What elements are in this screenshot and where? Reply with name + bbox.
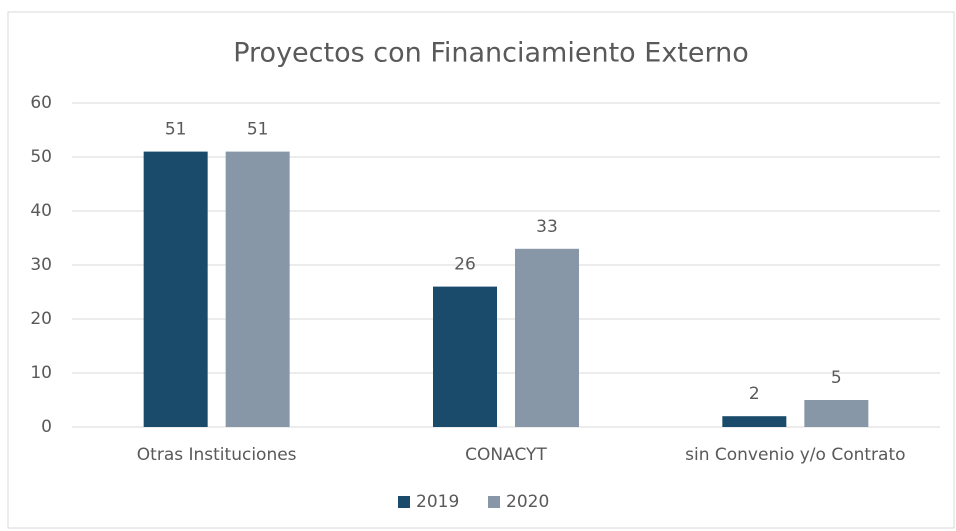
x-tick-label: CONACYT: [465, 445, 547, 465]
bar: [722, 416, 787, 427]
bar: [804, 400, 869, 427]
y-tick-label: 20: [30, 309, 52, 329]
y-tick-label: 0: [41, 417, 52, 437]
data-label: 51: [165, 120, 187, 140]
data-label: 26: [454, 255, 476, 275]
bar: [225, 151, 290, 427]
data-label: 2: [749, 384, 760, 404]
bar: [143, 151, 208, 427]
x-tick-label: sin Convenio y/o Contrato: [685, 445, 905, 465]
y-tick-label: 60: [30, 93, 52, 113]
y-tick-label: 40: [30, 201, 52, 221]
legend-label: 2020: [506, 492, 549, 512]
bar: [515, 248, 579, 427]
x-tick-label: Otras Instituciones: [137, 445, 297, 465]
data-label: 51: [247, 120, 269, 140]
chart-title: Proyectos con Financiamiento Externo: [233, 38, 749, 69]
y-tick-label: 30: [30, 255, 52, 275]
y-tick-label: 50: [30, 147, 52, 167]
data-label: 5: [831, 368, 842, 388]
legend-swatch: [488, 496, 500, 508]
y-tick-label: 10: [30, 363, 52, 383]
bar: [433, 286, 497, 427]
data-label: 33: [536, 217, 558, 237]
legend-label: 2019: [416, 492, 459, 512]
legend-swatch: [398, 496, 410, 508]
